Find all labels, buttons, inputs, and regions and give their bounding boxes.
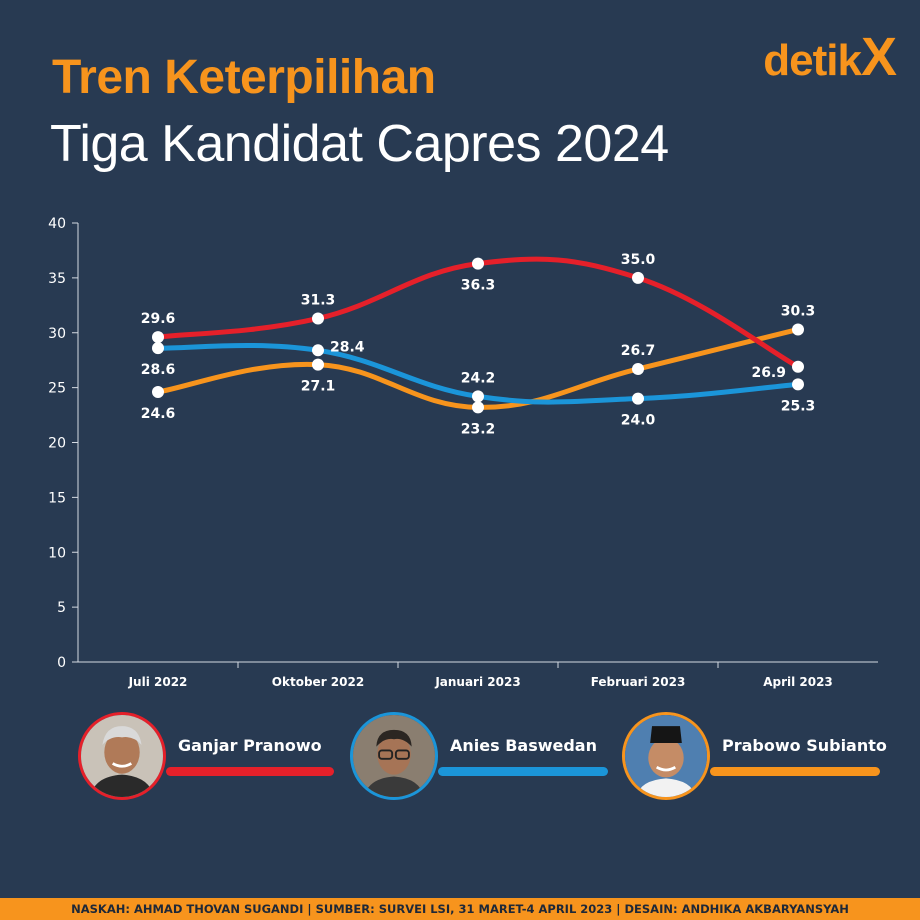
ganjar-avatar [78,712,166,800]
data-label-ganjar: 26.9 [751,365,786,381]
legend-line-anies [438,767,608,776]
y-tick-label: 20 [48,436,66,452]
brand-logo-x: X [860,27,897,87]
data-label-ganjar: 35.0 [621,252,656,268]
data-label-anies: 28.4 [330,339,365,355]
x-tick-label: Februari 2023 [591,675,686,689]
y-tick-label: 25 [48,381,66,397]
legend-line-ganjar [166,767,334,776]
person-icon [81,715,163,797]
x-tick-label: April 2023 [763,675,833,689]
data-label-prabowo: 27.1 [301,379,336,395]
data-point-ganjar [792,360,804,373]
data-point-prabowo [632,362,644,375]
y-tick-label: 0 [57,655,66,671]
data-point-prabowo [152,386,164,399]
data-point-anies [632,392,644,405]
data-label-ganjar: 31.3 [301,292,336,308]
y-tick-label: 5 [57,600,66,616]
data-point-anies [152,342,164,355]
person-icon [625,715,707,797]
legend-label-ganjar: Ganjar Pranowo [178,736,322,755]
legend-label-prabowo: Prabowo Subianto [722,736,887,755]
data-label-anies: 24.2 [461,370,496,386]
data-point-ganjar [472,257,484,270]
x-tick-label: Januari 2023 [434,675,520,689]
data-label-anies: 24.0 [621,413,656,429]
chart-subtitle: Tiga Kandidat Capres 2024 [50,115,669,173]
data-point-anies [472,390,484,403]
data-point-ganjar [632,271,644,284]
y-tick-label: 15 [48,490,66,506]
person-icon [353,715,435,797]
chart-title: Tren Keterpilihan [52,51,436,104]
y-tick-label: 10 [48,545,66,561]
y-tick-label: 35 [48,271,66,287]
data-label-prabowo: 23.2 [461,421,496,437]
brand-logo-text: detik [763,36,862,85]
data-point-anies [792,378,804,391]
x-tick-label: Juli 2022 [128,675,188,689]
data-point-ganjar [152,331,164,344]
data-point-prabowo [472,401,484,414]
data-point-anies [312,344,324,357]
legend-label-anies: Anies Baswedan [450,736,597,755]
brand-logo: detikX [763,26,897,88]
y-tick-label: 30 [48,326,66,342]
data-label-anies: 28.6 [141,362,176,378]
data-point-ganjar [312,312,324,325]
line-chart: 0 5 10 15 20 25 30 35 40 Juli 2022 Oktober 2022 Jan… [48,216,878,689]
y-tick-label: 40 [48,216,66,232]
data-label-prabowo: 26.7 [621,343,656,359]
legend-line-prabowo [710,767,880,776]
data-label-ganjar: 29.6 [141,311,176,327]
prabowo-avatar [622,712,710,800]
data-label-prabowo: 24.6 [141,406,176,422]
footer-credits: NASKAH: AHMAD THOVAN SUGANDI | SUMBER: S… [0,898,920,920]
anies-avatar [350,712,438,800]
data-label-ganjar: 36.3 [461,278,496,294]
data-point-prabowo [792,323,804,336]
data-label-anies: 25.3 [781,398,816,414]
x-tick-label: Oktober 2022 [272,675,364,689]
data-label-prabowo: 30.3 [781,303,816,319]
data-point-prabowo [312,358,324,371]
